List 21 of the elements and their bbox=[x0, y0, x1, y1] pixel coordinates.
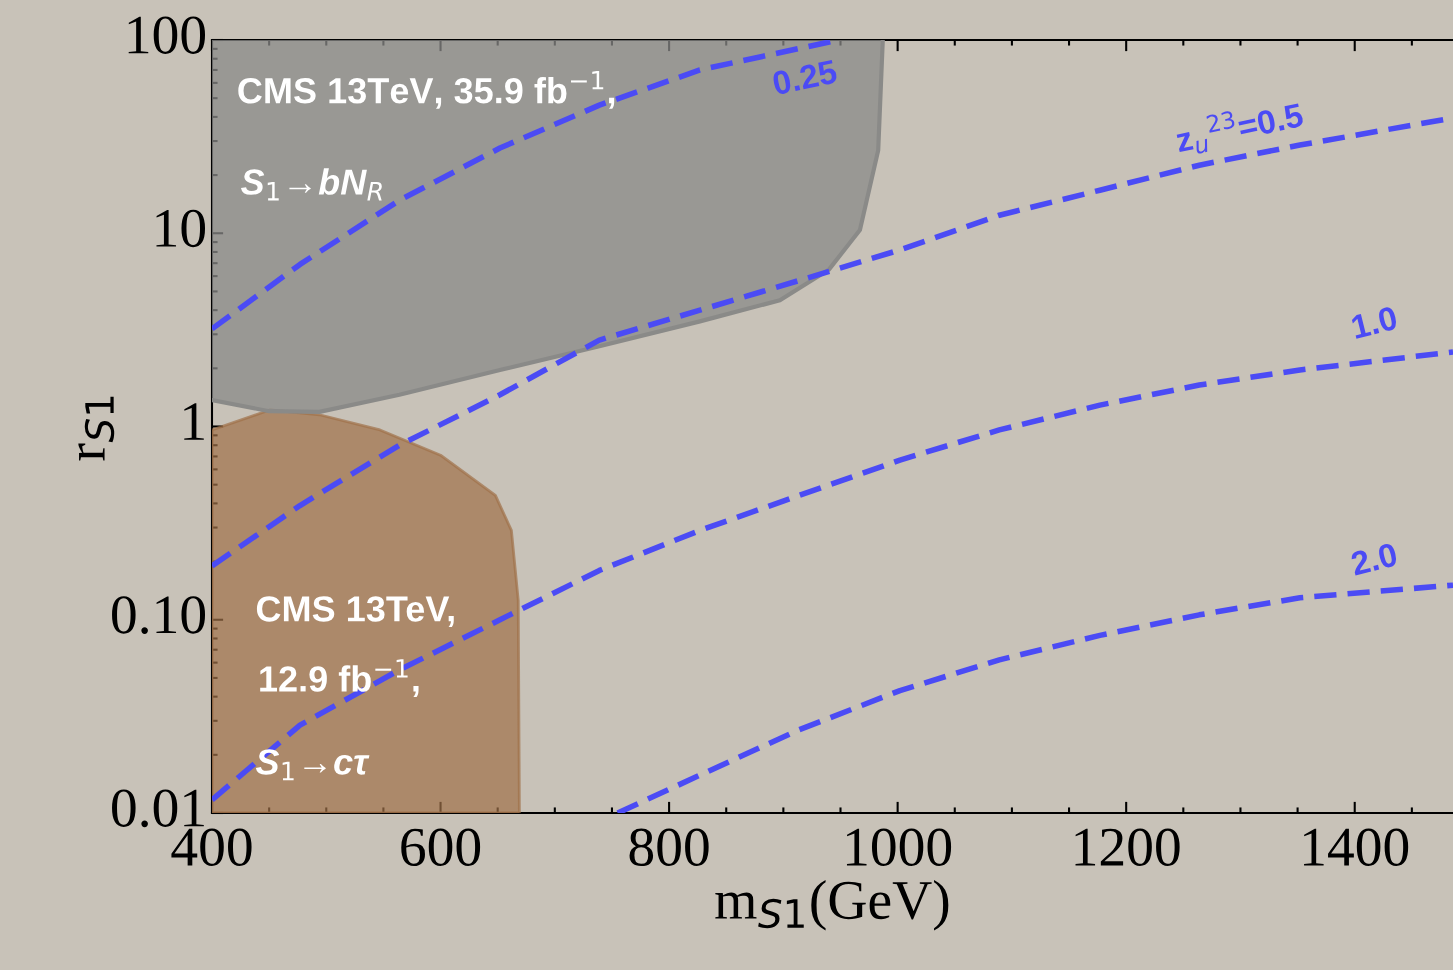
y-tick-label: 0.10 bbox=[112, 596, 206, 634]
x-tick-label: 1000 bbox=[846, 828, 952, 866]
y-tick-label: 100 bbox=[128, 16, 206, 54]
annotation: z$_{u}$$^{23}$=0.5 bbox=[1173, 96, 1306, 158]
annotation: CMS 13TeV, bbox=[256, 596, 454, 627]
annotation: 1.0 bbox=[1350, 305, 1399, 340]
annotation: CMS 13TeV, 35.9 fb$^{−1}$, bbox=[238, 70, 615, 109]
x-tick-label: 400 bbox=[171, 828, 252, 866]
annotation: S$_{1}$→cτ bbox=[255, 749, 370, 781]
x-tick-label: 1400 bbox=[1304, 828, 1409, 866]
annotation: 0.25 bbox=[771, 59, 838, 96]
x-axis-title: m$_{S1}$(GeV) bbox=[715, 880, 949, 931]
y-axis-title: r$_{S1}$ bbox=[78, 396, 115, 461]
y-tick-label: 0.01 bbox=[112, 789, 204, 828]
annotation: S$_{1}$→bN$_{R}$ bbox=[240, 168, 382, 201]
y-tick-label: 1 bbox=[184, 403, 204, 440]
y-tick-label: 10 bbox=[156, 209, 206, 248]
annotation: 2.0 bbox=[1349, 542, 1399, 576]
x-tick-label: 1200 bbox=[1075, 828, 1180, 866]
x-tick-label: 800 bbox=[629, 828, 709, 866]
x-tick-label: 600 bbox=[401, 828, 481, 866]
